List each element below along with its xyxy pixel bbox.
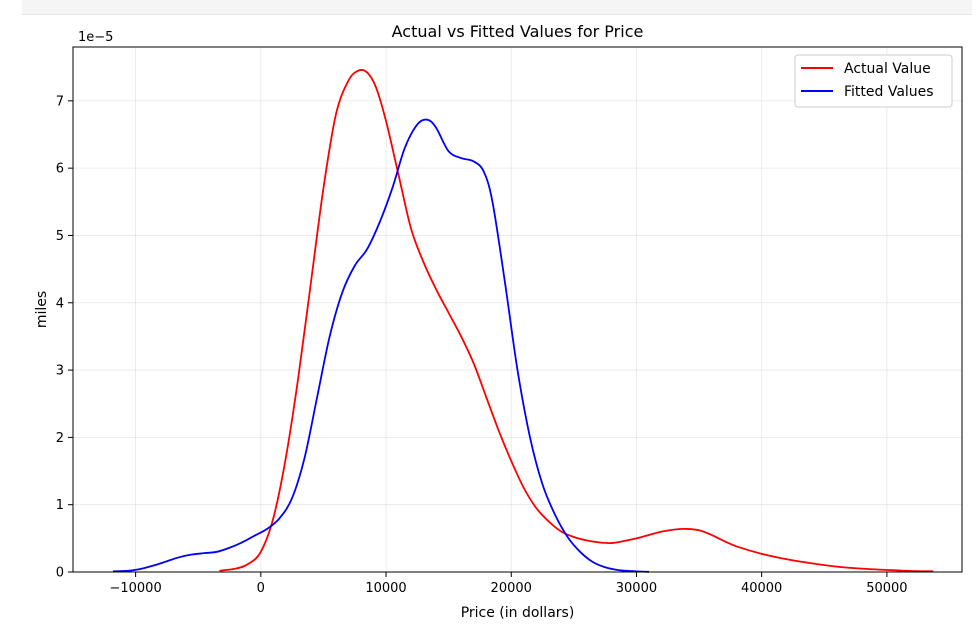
plot-area-background [73, 47, 962, 572]
series-line-fitted-values [113, 118, 650, 573]
legend: Actual Value Fitted Values [794, 54, 953, 108]
y-axis-label: miles [34, 291, 50, 328]
x-axis-label: Price (in dollars) [461, 605, 575, 621]
y-tick-label: 6 [56, 162, 64, 177]
series-line-actual-value [219, 68, 934, 573]
x-tick-label: 20000 [491, 581, 532, 596]
y-offset-label: 1e−5 [78, 30, 113, 45]
y-tick-label: 5 [56, 229, 64, 244]
legend-label-actual-value: Actual Value [844, 61, 931, 77]
x-tick-label: 30000 [616, 581, 657, 596]
x-tick-label: 10000 [365, 581, 406, 596]
x-tick-label: −10000 [109, 581, 161, 596]
plot-area-frame [72, 46, 963, 573]
legend-label-fitted-values: Fitted Values [844, 84, 934, 100]
axis-layer: −10000 0 10000 20000 30000 40000 50000 0 1 2 3 4 5 6 7 [56, 94, 908, 596]
y-tick-label: 0 [56, 566, 64, 581]
y-tick-label: 4 [56, 296, 64, 311]
y-tick-label: 1 [56, 498, 64, 513]
x-tick-label: 0 [257, 581, 265, 596]
x-tick-label: 40000 [741, 581, 782, 596]
y-tick-label: 7 [56, 94, 64, 109]
notebook-cell-top-bar [22, 0, 972, 15]
series-layer [113, 68, 934, 573]
chart-title: Actual vs Fitted Values for Price [392, 22, 644, 41]
y-tick-label: 2 [56, 431, 64, 446]
y-tick-label: 3 [56, 364, 64, 379]
x-tick-label: 50000 [866, 581, 907, 596]
legend-box [794, 54, 953, 108]
